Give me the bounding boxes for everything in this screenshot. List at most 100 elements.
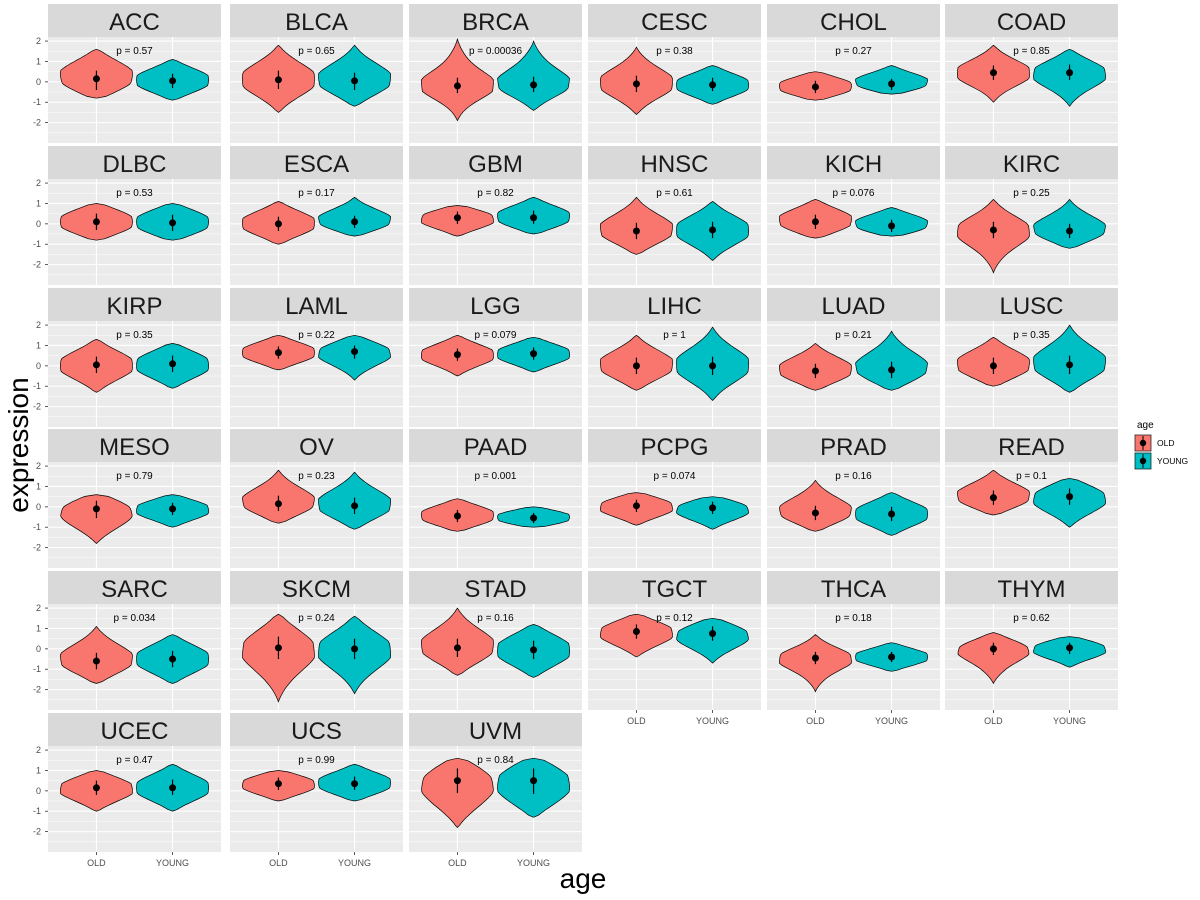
p-value-paad: p = 0.001 <box>475 471 517 482</box>
y-tick-label: 1 <box>36 56 41 66</box>
strip-lusc <box>945 288 1118 321</box>
strip-label-luad: LUAD <box>821 293 885 320</box>
strip-brca <box>409 4 582 37</box>
mean-point-tgct-young <box>709 630 717 638</box>
plot-bg-lgg <box>409 321 582 427</box>
p-value-kirc: p = 0.25 <box>1013 188 1050 199</box>
mean-point-laml-young <box>351 348 359 356</box>
panel-kich: KICH p = 0.076 <box>767 146 940 285</box>
panel-luad: LUAD p = 0.21 <box>767 288 940 427</box>
mean-point-stad-old <box>453 644 461 652</box>
panel-esca: ESCA p = 0.17 <box>230 146 403 285</box>
strip-label-kich: KICH <box>825 151 882 178</box>
y-tick-label: -2 <box>33 118 41 128</box>
p-value-thym: p = 0.62 <box>1013 613 1050 624</box>
strip-label-paad: PAAD <box>464 434 528 461</box>
strip-label-lusc: LUSC <box>999 293 1063 320</box>
mean-point-kich-young <box>888 222 896 230</box>
x-tick-label: YOUNG <box>517 858 550 868</box>
strip-label-lihc: LIHC <box>647 293 702 320</box>
mean-point-coad-old <box>989 69 997 77</box>
strip-cesc <box>588 4 761 37</box>
x-tick-label: YOUNG <box>1053 716 1086 726</box>
mean-point-lihc-young <box>709 362 717 370</box>
mean-point-gbm-old <box>453 214 461 222</box>
panel-cesc: CESC p = 0.38 <box>588 4 761 143</box>
mean-point-sarc-old <box>92 657 100 665</box>
p-value-gbm: p = 0.82 <box>477 188 514 199</box>
mean-point-chol-old <box>811 83 819 91</box>
mean-point-meso-young <box>169 505 177 513</box>
strip-prad <box>767 429 940 462</box>
mean-point-hnsc-young <box>709 226 717 234</box>
panel-coad: COAD p = 0.85 <box>945 4 1118 143</box>
mean-point-acc-young <box>169 77 177 85</box>
mean-point-chol-young <box>888 80 896 88</box>
strip-label-stad: STAD <box>464 576 526 603</box>
legend-label-old: OLD <box>1157 438 1174 448</box>
y-tick-label: -2 <box>33 402 41 412</box>
p-value-blca: p = 0.65 <box>298 46 335 57</box>
mean-point-kirc-young <box>1066 227 1074 235</box>
mean-point-stad-young <box>530 646 538 654</box>
x-tick-label: OLD <box>448 858 467 868</box>
strip-luad <box>767 288 940 321</box>
strip-read <box>945 429 1118 462</box>
strip-blca <box>230 4 403 37</box>
y-tick-label: 2 <box>36 178 41 188</box>
panel-lusc: LUSC p = 0.35 <box>945 288 1118 427</box>
panel-ucs: UCS p = 0.99 OLD YOUNG <box>230 713 403 868</box>
strip-label-dlbc: DLBC <box>102 151 166 178</box>
panel-kirp: KIRP -2 -1 0 1 2 p = 0.35 <box>33 288 221 427</box>
y-tick-label: -2 <box>33 543 41 553</box>
mean-point-thym-old <box>989 645 997 653</box>
panel-meso: MESO -2 -1 0 1 2 p = 0.79 <box>33 429 221 568</box>
x-tick-label: YOUNG <box>696 716 729 726</box>
strip-ucec <box>48 713 221 746</box>
strip-coad <box>945 4 1118 37</box>
mean-point-paad-young <box>530 514 538 522</box>
y-tick-label: -1 <box>33 97 41 107</box>
panel-lihc: LIHC p = 1 <box>588 288 761 427</box>
mean-point-kirp-young <box>169 360 177 368</box>
mean-point-cesc-young <box>709 81 717 89</box>
panel-thym: THYM p = 0.62 OLD YOUNG <box>945 571 1118 726</box>
mean-point-skcm-young <box>351 645 359 653</box>
strip-label-tgct: TGCT <box>642 576 708 603</box>
strip-dlbc <box>48 146 221 179</box>
mean-point-brca-old <box>453 82 461 90</box>
strip-label-prad: PRAD <box>820 434 887 461</box>
legend-key-young-dot <box>1139 457 1147 465</box>
strip-label-chol: CHOL <box>820 9 887 36</box>
mean-point-thca-young <box>888 653 896 661</box>
strip-sarc <box>48 571 221 604</box>
p-value-skcm: p = 0.24 <box>298 613 335 624</box>
x-tick-label: OLD <box>87 858 106 868</box>
mean-point-sarc-young <box>169 655 177 663</box>
strip-stad <box>409 571 582 604</box>
mean-point-luad-young <box>888 366 896 374</box>
p-value-ucec: p = 0.47 <box>116 755 153 766</box>
mean-point-ucec-young <box>169 784 177 792</box>
y-tick-label: -2 <box>33 827 41 837</box>
strip-label-lgg: LGG <box>470 293 521 320</box>
strip-label-meso: MESO <box>99 434 170 461</box>
x-tick-label: OLD <box>806 716 825 726</box>
mean-point-kich-old <box>811 218 819 226</box>
p-value-ov: p = 0.23 <box>298 471 335 482</box>
p-value-lusc: p = 0.35 <box>1013 330 1050 341</box>
mean-point-gbm-young <box>530 214 538 222</box>
strip-esca <box>230 146 403 179</box>
p-value-kich: p = 0.076 <box>833 188 875 199</box>
strip-meso <box>48 429 221 462</box>
y-tick-label: -2 <box>33 260 41 270</box>
strip-tgct <box>588 571 761 604</box>
panel-acc: ACC -2 -1 0 1 2 p = 0.57 <box>33 4 221 143</box>
strip-ov <box>230 429 403 462</box>
strip-kirc <box>945 146 1118 179</box>
p-value-prad: p = 0.16 <box>835 471 872 482</box>
p-value-esca: p = 0.17 <box>298 188 335 199</box>
mean-point-acc-old <box>92 75 100 83</box>
legend: age OLD YOUNG <box>1134 420 1188 470</box>
